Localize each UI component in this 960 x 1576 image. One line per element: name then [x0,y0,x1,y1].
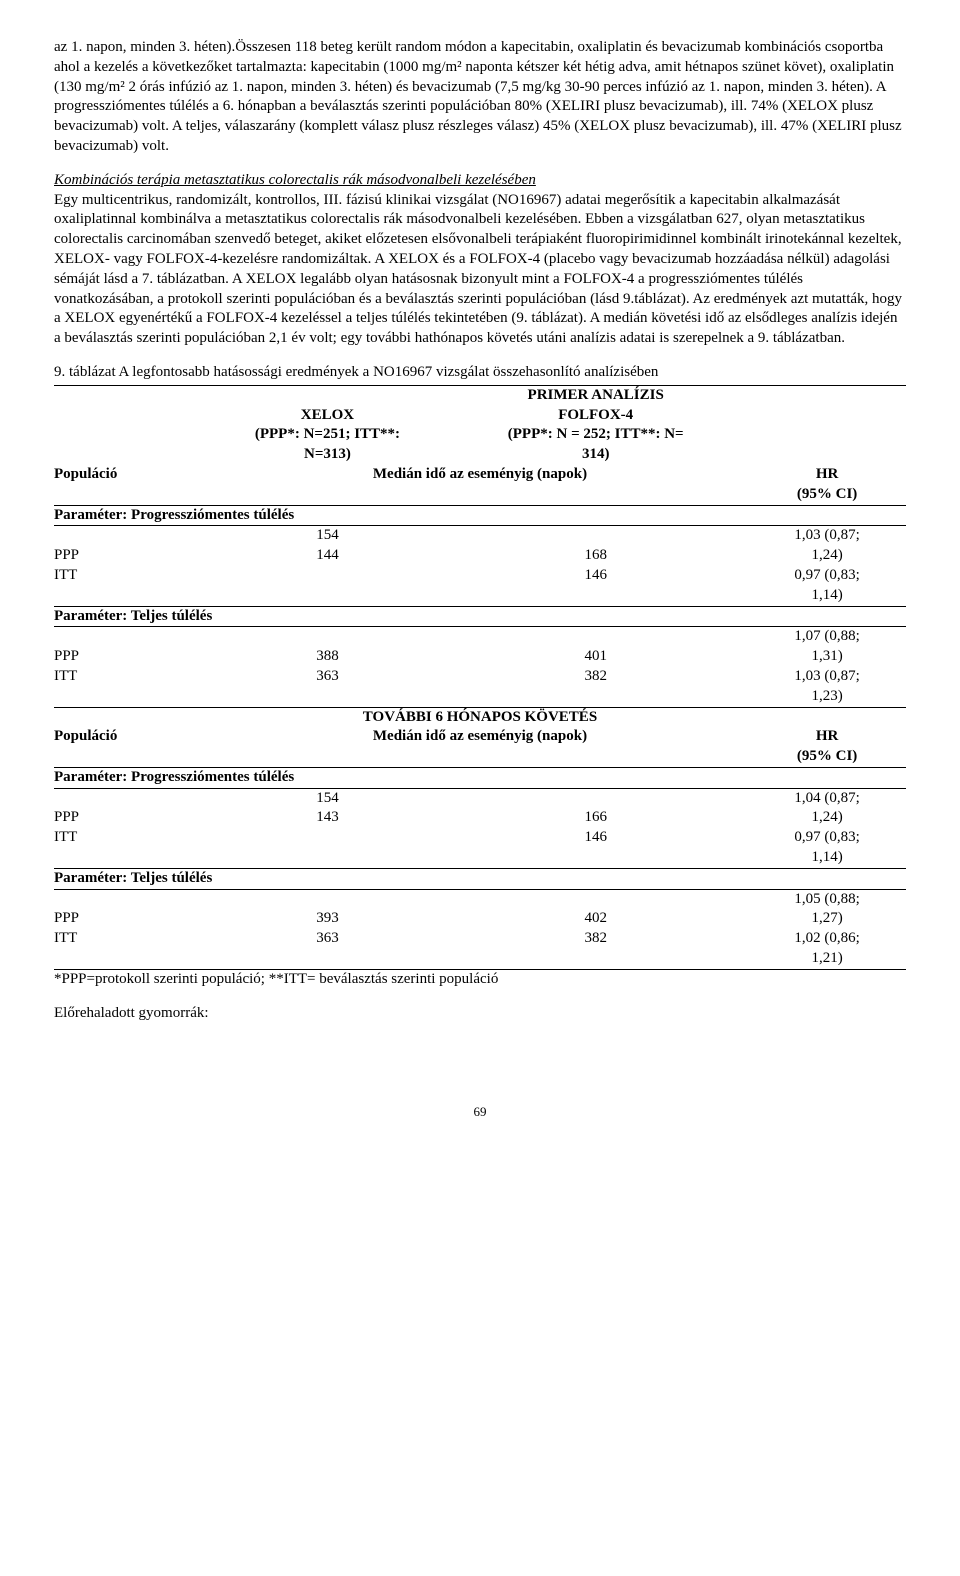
ppp-3: PPP [54,809,79,825]
param-pfs-1: Paraméter: Progressziómentes túlélés [54,505,906,526]
r3x1: 154 [316,790,339,806]
r1h1: 1,03 (0,87; [794,527,859,543]
paragraph-2-body: Egy multicentrikus, randomizált, kontrol… [54,192,902,347]
r3x2: 143 [316,809,339,825]
itt-3: ITT [54,829,77,845]
xelox-h1: XELOX [301,407,354,423]
ppp-2: PPP [54,648,79,664]
r4x2: 363 [316,930,339,946]
xelox-h3: N=313) [304,446,351,462]
paragraph-2: Kombinációs terápia metasztatikus colore… [54,171,906,349]
r2h4: 1,23) [811,688,842,704]
r3h4: 1,14) [811,849,842,865]
closing-line: Előrehaladott gyomorrák: [54,1004,906,1024]
param-pfs-2: Paraméter: Progressziómentes túlélés [54,767,906,788]
r1h3: 0,97 (0,83; [794,567,859,583]
paragraph-1: az 1. napon, minden 3. héten).Összesen 1… [54,38,906,157]
primer-heading: PRIMER ANALÍZIS [443,385,748,405]
folfox-h1: FOLFOX-4 [558,407,633,423]
r2h3: 1,03 (0,87; [794,668,859,684]
r2h1: 1,07 (0,88; [794,628,859,644]
r2x2: 363 [316,668,339,684]
table-caption: 9. táblázat A legfontosabb hatásossági e… [54,363,906,383]
col-ci-2: (95% CI) [797,748,857,764]
param-os-2: Paraméter: Teljes túlélés [54,868,906,889]
ppp-1: PPP [54,547,79,563]
page-number: 69 [54,1103,906,1120]
r4x1: 393 [316,910,339,926]
r2f1: 401 [584,648,607,664]
col-median-2: Medián idő az eseményig (napok) [212,727,748,767]
r4f1: 402 [584,910,607,926]
xelox-h2: (PPP*: N=251; ITT**: [255,426,400,442]
r4f2: 382 [584,930,607,946]
r3h1: 1,04 (0,87; [794,790,859,806]
itt-1: ITT [54,567,77,583]
r1h4: 1,14) [811,587,842,603]
col-ci: (95% CI) [797,486,857,502]
col-population-2: Populáció [54,727,212,767]
followup-heading: TOVÁBBI 6 HÓNAPOS KÖVETÉS [212,707,748,727]
r4h1: 1,05 (0,88; [794,891,859,907]
r1f2: 146 [584,567,607,583]
results-table: PRIMER ANALÍZIS XELOX (PPP*: N=251; ITT*… [54,385,906,970]
col-population: Populáció [54,465,212,505]
folfox-h3: 314) [582,446,610,462]
r2h2: 1,31) [811,648,842,664]
section-heading: Kombinációs terápia metasztatikus colore… [54,172,536,188]
r4h4: 1,21) [811,950,842,966]
r1f1: 168 [584,547,607,563]
param-os-1: Paraméter: Teljes túlélés [54,606,906,627]
itt-2: ITT [54,668,77,684]
r4h2: 1,27) [811,910,842,926]
col-hr-2: HR [816,728,839,744]
itt-4: ITT [54,930,77,946]
r1x2: 144 [316,547,339,563]
r3h3: 0,97 (0,83; [794,829,859,845]
r3f1: 166 [584,809,607,825]
r2f2: 382 [584,668,607,684]
r1x1: 154 [316,527,339,543]
r4h3: 1,02 (0,86; [794,930,859,946]
col-hr: HR [816,466,839,482]
ppp-4: PPP [54,910,79,926]
r3f2: 146 [584,829,607,845]
col-median: Medián idő az eseményig (napok) [212,465,748,505]
r2x1: 388 [316,648,339,664]
r1h2: 1,24) [811,547,842,563]
table-footnote: *PPP=protokoll szerinti populáció; **ITT… [54,970,906,990]
r3h2: 1,24) [811,809,842,825]
folfox-h2: (PPP*: N = 252; ITT**: N= [508,426,684,442]
